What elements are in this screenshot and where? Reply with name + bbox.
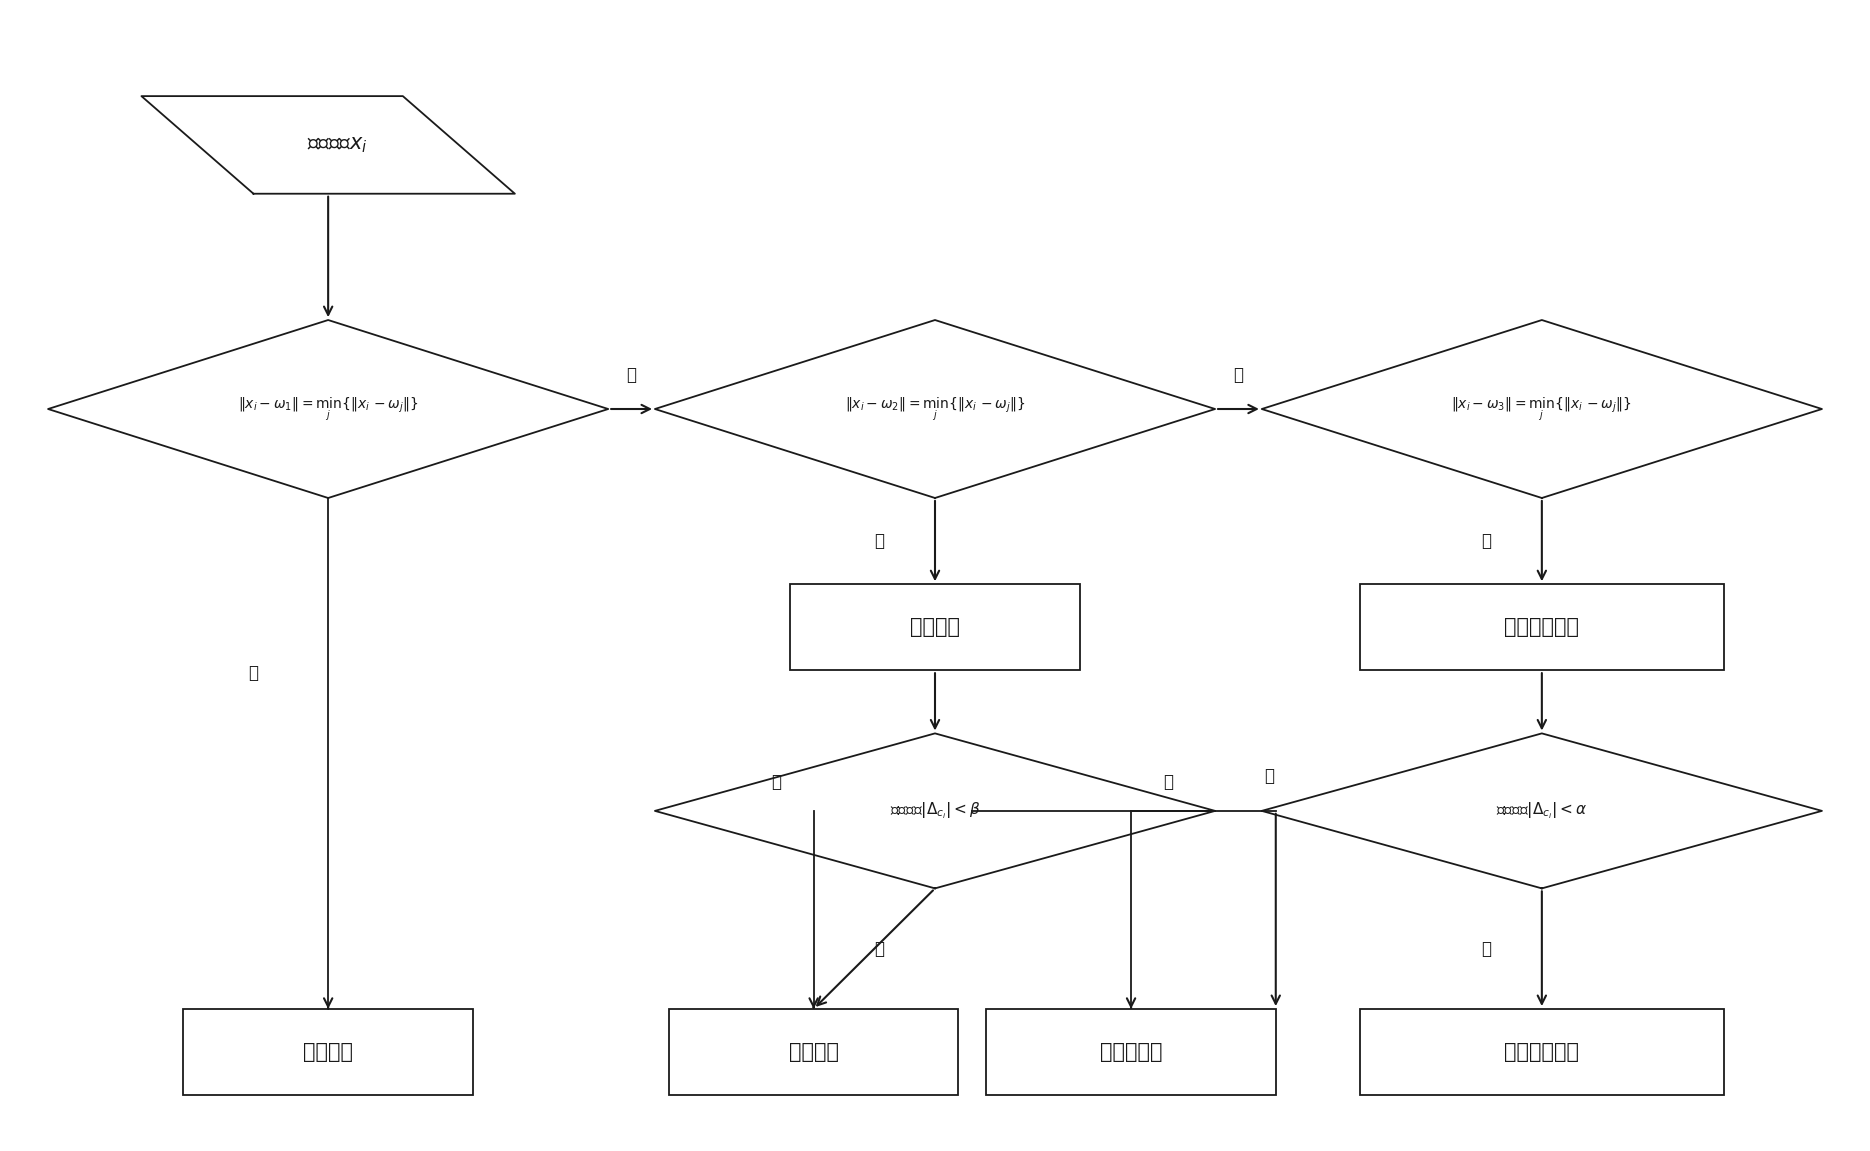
Text: 道路畅通: 道路畅通 [303,1042,353,1062]
Text: $\|x_i - \omega_2\| = \min_j\{\|x_i - \omega_j\|\}$: $\|x_i - \omega_2\| = \min_j\{\|x_i - \o… [845,396,1025,422]
Text: $\|x_i - \omega_3\| = \min_j\{\|x_i - \omega_j\|\}$: $\|x_i - \omega_3\| = \min_j\{\|x_i - \o… [1451,396,1633,422]
Text: 是: 是 [770,773,782,791]
Polygon shape [49,320,608,498]
Text: $\|x_i - \omega_1\| = \min_j\{\|x_i - \omega_j\|\}$: $\|x_i - \omega_1\| = \min_j\{\|x_i - \o… [237,396,419,422]
Polygon shape [1262,320,1821,498]
Bar [791,584,1079,670]
Bar [985,1009,1275,1095]
Polygon shape [654,733,1216,889]
Text: 是: 是 [1481,939,1490,958]
Text: 否: 否 [1264,768,1273,785]
Polygon shape [654,320,1216,498]
Text: 道路缓行: 道路缓行 [911,617,959,638]
Bar [1359,1009,1724,1095]
Bar [1359,584,1724,670]
Text: 否: 否 [626,366,636,383]
Text: 是: 是 [249,664,258,683]
Text: 是: 是 [1481,532,1490,550]
Polygon shape [1262,733,1821,889]
Text: 判断是否$\left|\Delta_{c_i}\right| < \beta$: 判断是否$\left|\Delta_{c_i}\right| < \beta$ [890,801,980,821]
Polygon shape [142,97,514,193]
Text: 样本向量$x_i$: 样本向量$x_i$ [307,135,368,155]
Text: 交通拥堵发生: 交通拥堵发生 [1503,1042,1580,1062]
Text: 否: 否 [1163,773,1172,791]
Text: 否: 否 [1234,366,1244,383]
Text: 道路正常: 道路正常 [789,1042,838,1062]
Text: 判断是否$\left|\Delta_{c_i}\right| < \alpha$: 判断是否$\left|\Delta_{c_i}\right| < \alpha$ [1496,801,1588,821]
Text: 否: 否 [873,939,885,958]
Text: 道路较拥挤: 道路较拥挤 [1100,1042,1163,1062]
Bar [183,1009,473,1095]
Bar [669,1009,957,1095]
Text: 是: 是 [873,532,885,550]
Text: 交通拥堵报警: 交通拥堵报警 [1503,617,1580,638]
